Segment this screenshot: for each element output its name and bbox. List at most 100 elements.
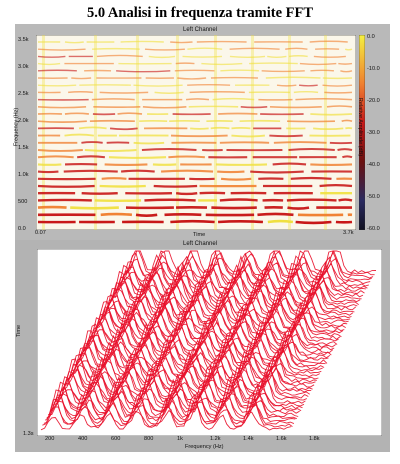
spectrogram-streak (84, 149, 137, 152)
spectrogram-streak (64, 133, 94, 137)
spectrogram-streak (219, 198, 258, 202)
spectrogram-streak (64, 112, 89, 115)
waterfall-x-tick: 200 (45, 436, 55, 442)
spectrogram-streak (338, 198, 353, 202)
spectrogram-streak (63, 169, 118, 173)
spectrogram-streak (175, 192, 198, 196)
spectrogram-streak (231, 126, 251, 130)
spectrogram-plot[interactable] (36, 35, 356, 230)
spectrogram-streak (148, 55, 176, 59)
onset-band (288, 35, 291, 230)
spectrogram-streak (141, 148, 197, 151)
spectrogram-streak (78, 126, 107, 130)
waterfall-x-tick: 1k (177, 436, 183, 442)
spectrogram-streak (220, 69, 260, 72)
waterfall-x-tick: 1.4k (243, 436, 254, 442)
spectrogram-streak (71, 77, 92, 80)
spectrogram-streak (92, 47, 140, 50)
spectrogram-streak (144, 48, 185, 51)
spectrogram-streak (170, 41, 193, 44)
spectrogram-streak (231, 134, 265, 138)
waterfall-x-tick: 1.6k (276, 436, 287, 442)
page-title: 5.0 Analisi in frequenza tramite FFT (86, 5, 314, 21)
waterfall-x-tick: 1.2k (210, 436, 221, 442)
spectrogram-streak (299, 62, 337, 66)
spectrogram-streak (201, 62, 243, 66)
onset-band (42, 35, 45, 230)
spectrogram-streak (212, 97, 255, 101)
onset-band (214, 35, 217, 230)
spectrogram-streak (309, 40, 348, 43)
spectrogram-x-axis-title: Time (193, 232, 206, 238)
spectrogram-streak (99, 184, 146, 188)
waterfall-trace (48, 378, 299, 418)
spectrogram-streak (340, 70, 353, 73)
spectrogram-streak (276, 84, 297, 87)
spectrogram-streak (249, 62, 298, 65)
spectrogram-background (36, 35, 356, 230)
spectrogram-streak (257, 212, 294, 217)
spectrogram-streak (218, 112, 258, 115)
spectrogram-streak (37, 184, 95, 188)
spectrogram-streak (285, 47, 308, 50)
spectrogram-streak (168, 155, 205, 159)
waterfall-x-tick: 800 (144, 436, 154, 442)
spectrogram-streak (37, 69, 77, 72)
spectrogram-streak (170, 219, 215, 224)
spectrogram-streak (295, 220, 332, 225)
spectrogram-streak (337, 148, 353, 151)
colorbar (359, 35, 365, 230)
spectrogram-streak (99, 91, 149, 94)
spectrogram-streak (210, 126, 230, 130)
spectrogram-streak (220, 177, 252, 181)
waterfall-traces (40, 250, 377, 431)
spectrogram-streak (37, 120, 87, 123)
spectrogram-streak (342, 155, 353, 159)
spectrogram-streak (261, 70, 305, 73)
waterfall-trace (124, 250, 375, 276)
waterfall-trace (52, 373, 303, 410)
onset-band (94, 35, 97, 230)
spectrogram-streak (37, 48, 86, 51)
colorbar-tick: -10.0 (367, 66, 380, 72)
spectrogram-streak (272, 162, 307, 166)
spectrogram-streak (37, 155, 74, 159)
spectrogram-streak (187, 47, 223, 50)
colorbar-tick: -50.0 (367, 194, 380, 200)
spectrogram-streak (250, 170, 304, 174)
spectrogram-streak (37, 55, 66, 58)
spectrogram-streak (68, 91, 93, 94)
spectrogram-streak (319, 183, 353, 188)
spectrogram-streak (177, 77, 207, 80)
spectrogram-streak (185, 98, 210, 101)
spectrogram-streak (120, 40, 164, 43)
colorbar-tick: -30.0 (367, 130, 380, 136)
spectrogram-y-tick: 3.5k (18, 37, 29, 43)
waterfall-x-tick: 400 (78, 436, 88, 442)
waterfall-trace (63, 350, 315, 388)
spectrogram-streak (116, 70, 171, 73)
spectrogram-streak (91, 98, 135, 101)
colorbar-tick: -60.0 (367, 226, 380, 232)
spectrogram-streak (37, 149, 83, 152)
spectrogram-panel: Left Channel Frequency (Hz) 3.5k 3.0k 2.5k… (13, 24, 390, 240)
spectrogram-streak (267, 219, 294, 224)
spectrogram-streak (96, 54, 143, 58)
spectrogram-y-tick: 1.0k (18, 172, 29, 178)
spectrogram-y-tick: 2.0k (18, 118, 29, 124)
spectrogram-streak (108, 156, 167, 159)
spectrogram-streak (70, 206, 119, 210)
spectrogram-streak (142, 106, 187, 109)
spectrogram-streak (229, 47, 280, 50)
spectrogram-streak (100, 212, 133, 217)
onset-band (251, 35, 254, 230)
spectrogram-streak (37, 106, 87, 109)
waterfall-plot[interactable] (37, 249, 382, 436)
spectrogram-streak (313, 127, 344, 131)
spectrogram-streak (344, 48, 353, 51)
spectrogram-streak (160, 169, 214, 173)
spectrogram-streak (288, 55, 308, 58)
spectrogram-y-tick: 3.0k (18, 64, 29, 70)
spectrogram-streak (313, 55, 346, 58)
spectrogram-streak (286, 198, 337, 202)
